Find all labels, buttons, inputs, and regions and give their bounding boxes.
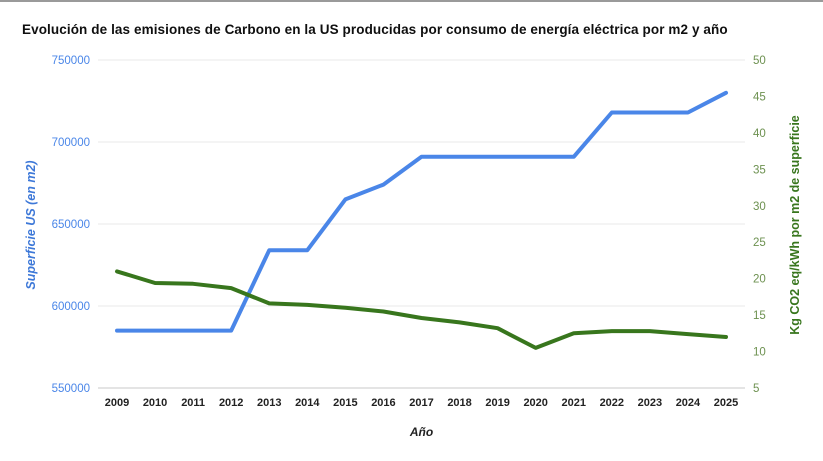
chart-title: Evolución de las emisiones de Carbono en… xyxy=(22,22,728,37)
x-axis-tick-label: 2022 xyxy=(600,397,624,409)
top-border-divider xyxy=(0,0,823,2)
left-axis-tick-label: 750000 xyxy=(52,55,90,67)
x-axis-tick-label: 2009 xyxy=(105,397,129,409)
left-axis-tick-label: 550000 xyxy=(52,383,90,395)
left-axis-tick-label: 700000 xyxy=(52,137,90,149)
x-axis-tick-label: 2010 xyxy=(143,397,167,409)
x-axis-tick-label: 2020 xyxy=(523,397,547,409)
right-axis-tick-label: 35 xyxy=(753,164,766,176)
right-axis-tick-label: 15 xyxy=(753,310,766,322)
right-axis-tick-label: 45 xyxy=(753,91,766,103)
left-axis-tick-label: 600000 xyxy=(52,301,90,313)
x-axis-tick-label: 2015 xyxy=(333,397,357,409)
x-axis-tick-label: 2025 xyxy=(714,397,738,409)
x-axis-title: Año xyxy=(409,425,434,439)
x-axis-tick-label: 2017 xyxy=(409,397,433,409)
right-axis-tick-label: 25 xyxy=(753,237,766,249)
x-axis-tick-label: 2021 xyxy=(562,397,586,409)
series-line-superficie xyxy=(115,90,728,333)
right-axis-tick-label: 40 xyxy=(753,128,766,140)
left-axis-title: Superficie US (en m2) xyxy=(24,160,38,290)
left-axis-tick-label: 650000 xyxy=(52,219,90,231)
x-axis-tick-label: 2014 xyxy=(295,397,320,409)
x-axis-tick-label: 2023 xyxy=(638,397,662,409)
x-axis-tick-label: 2018 xyxy=(447,397,471,409)
x-axis-tick-label: 2024 xyxy=(676,397,701,409)
right-axis-tick-label: 5 xyxy=(753,383,759,395)
x-axis-tick-label: 2011 xyxy=(181,397,205,409)
right-axis-tick-label: 10 xyxy=(753,347,766,359)
right-axis-tick-label: 50 xyxy=(753,55,766,67)
series-line-co2 xyxy=(115,269,728,350)
x-axis-tick-label: 2012 xyxy=(219,397,243,409)
right-axis-tick-label: 30 xyxy=(753,201,766,213)
x-axis-tick-label: 2013 xyxy=(257,397,281,409)
right-axis-tick-label: 20 xyxy=(753,274,766,286)
x-axis-tick-label: 2016 xyxy=(371,397,395,409)
right-axis-title: Kg CO2 eq/kWh por m2 de superficie xyxy=(788,115,802,335)
x-axis-tick-label: 2019 xyxy=(485,397,509,409)
